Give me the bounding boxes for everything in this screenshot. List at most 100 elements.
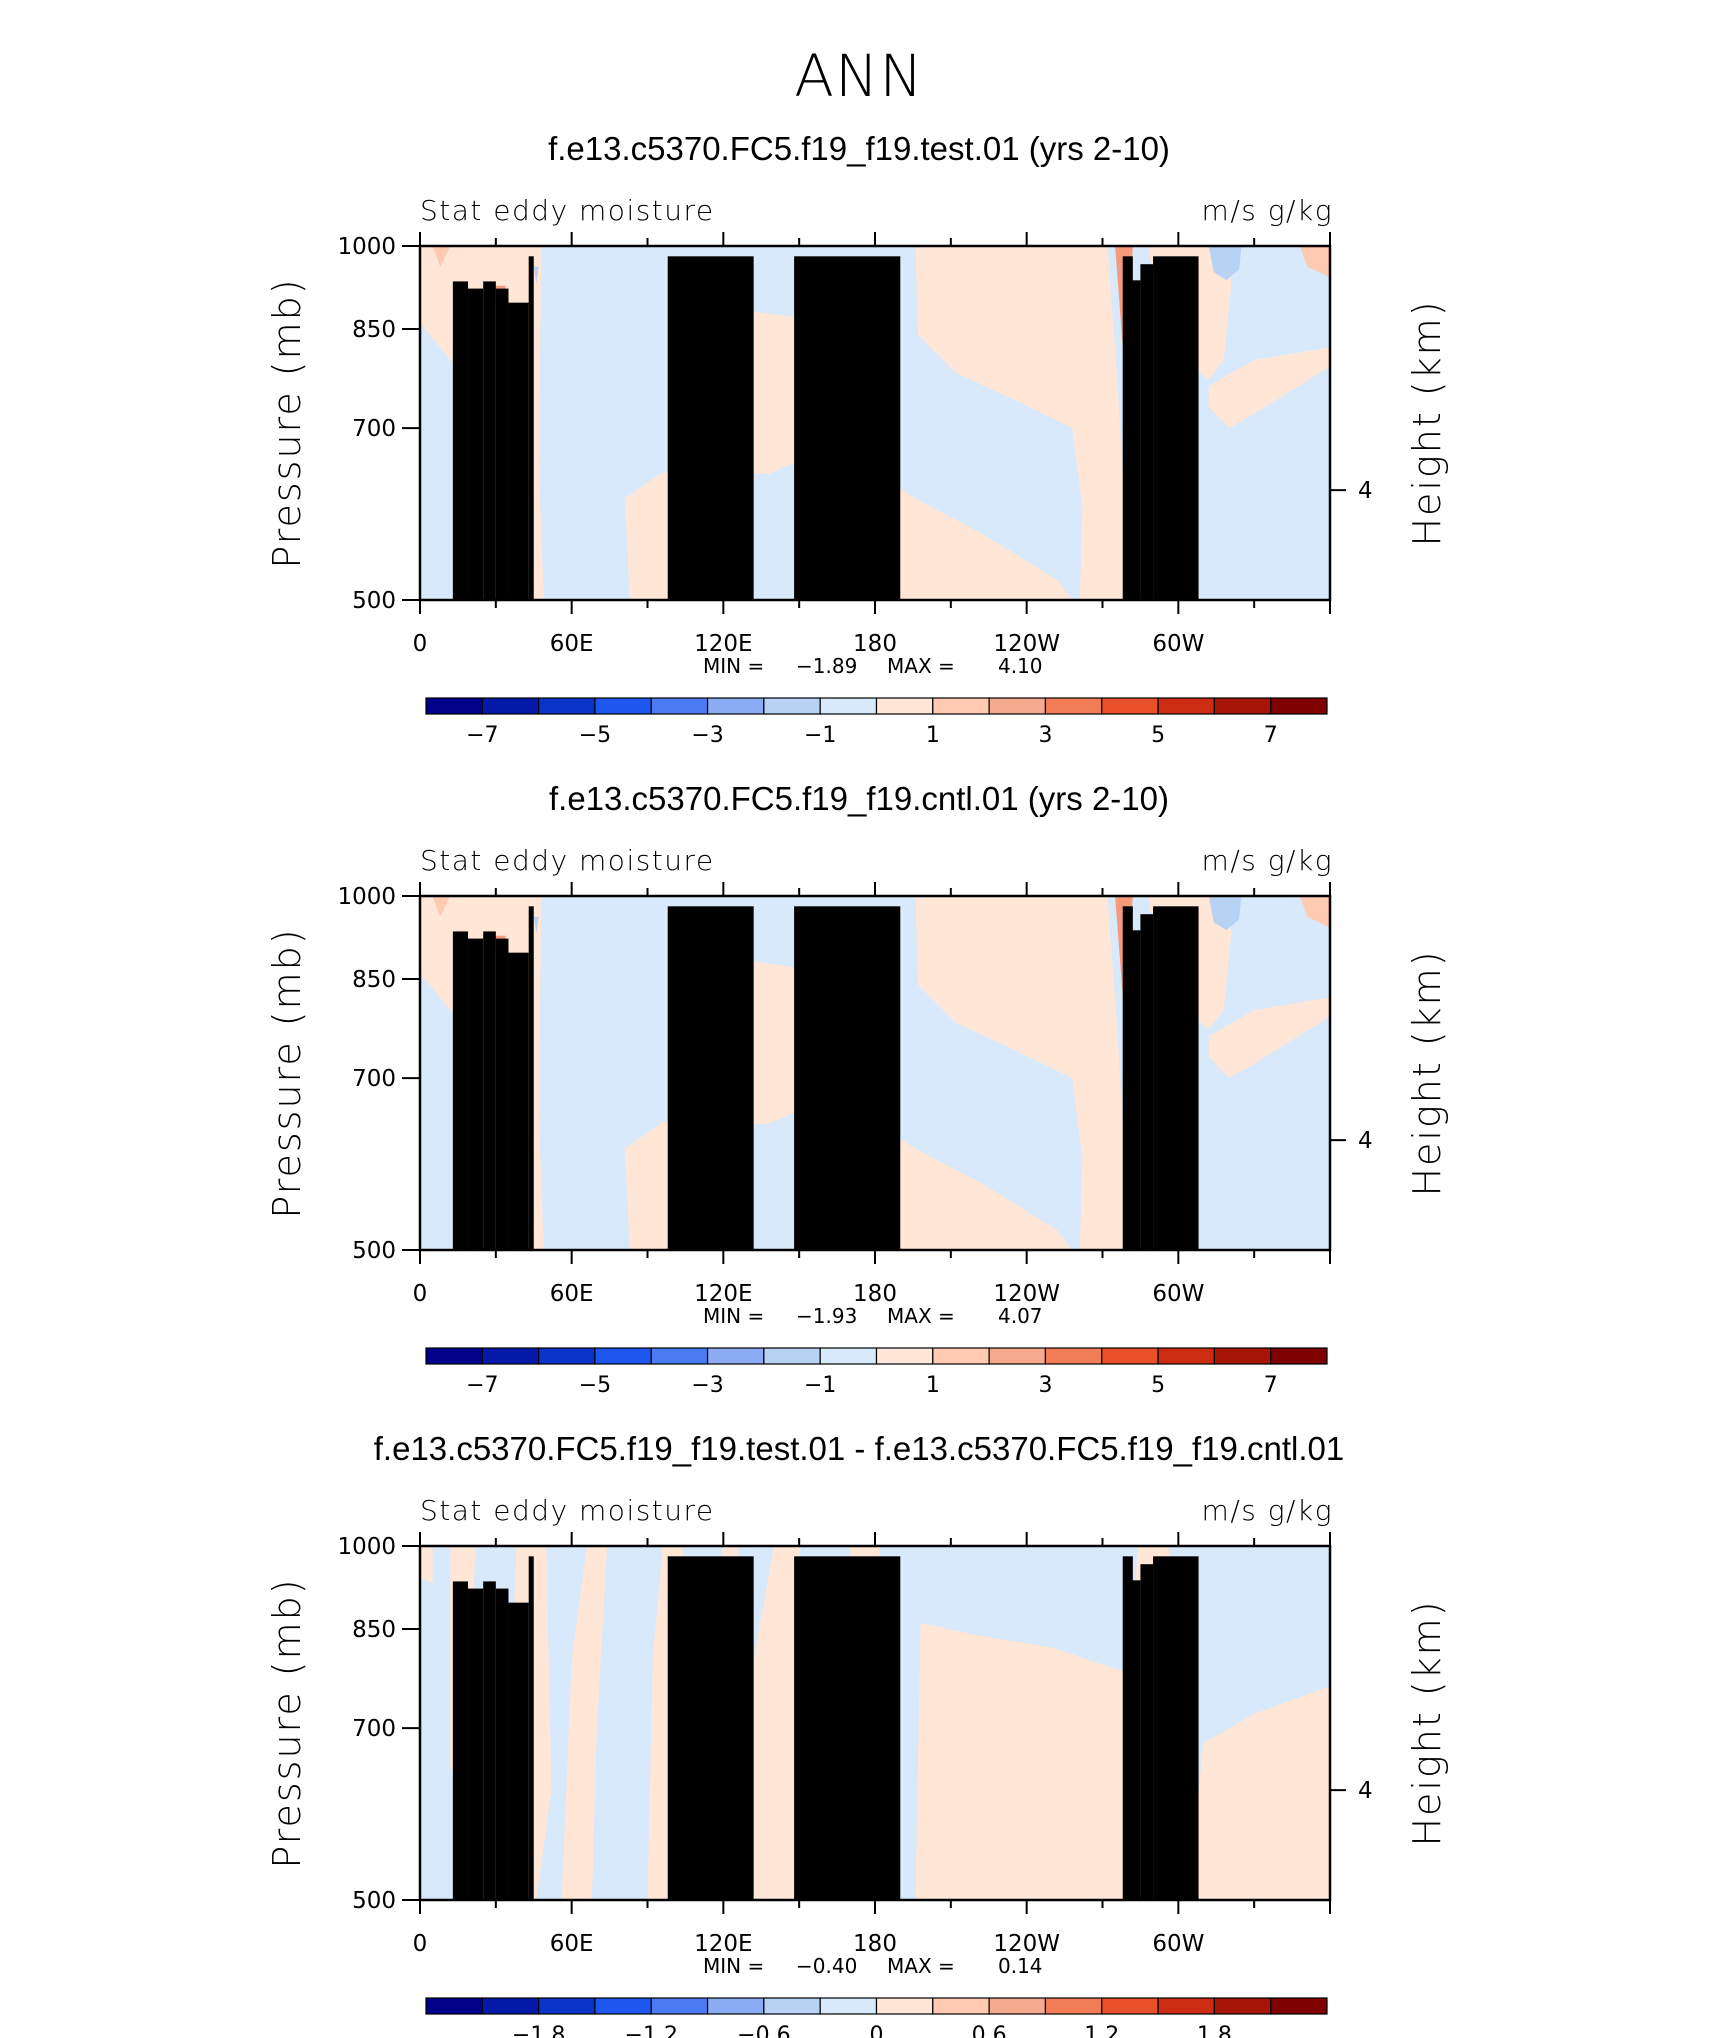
topography-block	[508, 1602, 529, 1900]
colorbar-label: 1.8	[1197, 2023, 1232, 2038]
x-tick-label: 120E	[694, 1281, 752, 1307]
x-tick-label: 180	[853, 1281, 897, 1307]
contour-region	[1299, 246, 1330, 278]
topography-block	[794, 906, 901, 1250]
topography-block	[483, 281, 496, 600]
colorbar-label: −1	[804, 723, 836, 748]
topography-block	[1153, 906, 1199, 1250]
panel-title: f.e13.c5370.FC5.f19_f19.cntl.01 (yrs 2-1…	[549, 780, 1169, 817]
topography-block	[1127, 1580, 1141, 1900]
colorbar-label: 3	[1038, 1373, 1052, 1398]
x-tick-label: 0	[413, 631, 428, 657]
y2-axis-title: Height (km)	[1405, 949, 1449, 1196]
topography-block	[1127, 930, 1141, 1250]
colorbar-cell	[594, 697, 652, 715]
colorbar-label: 3	[1038, 723, 1052, 748]
colorbar-cell	[1044, 1347, 1103, 1365]
max-value: 0.14	[998, 1954, 1043, 1978]
colorbar-label: −0.6	[737, 2023, 790, 2038]
topography-block	[1153, 256, 1199, 600]
colorbar-cell	[481, 1997, 540, 2015]
min-value: −0.40	[796, 1954, 857, 1978]
colorbar-cell	[875, 1997, 934, 2015]
topography-block	[1122, 1556, 1133, 1900]
colorbar-cell	[425, 1347, 483, 1365]
y-tick-label: 1000	[337, 884, 396, 910]
min-label: MIN =	[703, 654, 764, 678]
colorbar-label: 1.2	[1084, 2023, 1119, 2038]
colorbar-label: −7	[466, 723, 498, 748]
topography-block	[508, 952, 529, 1250]
topography-block	[468, 938, 484, 1250]
y-tick-label: 1000	[337, 1534, 396, 1560]
contour-region	[915, 896, 1133, 1250]
colorbar-cell	[1101, 1347, 1159, 1365]
topography-block	[452, 281, 469, 600]
y-axis-title: Pressure (mb)	[265, 1577, 309, 1868]
topography-block	[452, 1581, 469, 1900]
colorbar-label: −1.2	[625, 2023, 678, 2038]
topography-block	[495, 288, 509, 600]
colorbar-cell	[1157, 1997, 1215, 2015]
topography-block	[1140, 1564, 1154, 1900]
colorbar-label: −3	[691, 723, 723, 748]
colorbar-cell	[875, 697, 934, 715]
colorbar-cell	[763, 1997, 821, 2015]
max-label: MAX =	[887, 1304, 955, 1328]
contour-region	[432, 246, 451, 267]
topography-block	[1127, 280, 1141, 600]
min-label: MIN =	[703, 1304, 764, 1328]
colorbar-cell	[1270, 697, 1328, 715]
colorbar-cell	[425, 1997, 483, 2015]
panel-title: f.e13.c5370.FC5.f19_f19.test.01 (yrs 2-1…	[548, 130, 1170, 167]
contour-region	[915, 246, 1133, 600]
colorbar-label: 1	[926, 723, 940, 748]
colorbar-label: 0	[870, 2023, 884, 2038]
colorbar-label: 1	[926, 1373, 940, 1398]
colorbar-cell	[819, 1997, 878, 2015]
x-tick-label: 60W	[1152, 631, 1204, 657]
y2-axis-title: Height (km)	[1405, 1599, 1449, 1846]
colorbar-cell	[1101, 1997, 1159, 2015]
colorbar-cell	[819, 697, 878, 715]
contour-region	[420, 1546, 433, 1584]
y-tick-label: 500	[352, 1888, 396, 1914]
panel-title: f.e13.c5370.FC5.f19_f19.test.01 - f.e13.…	[374, 1430, 1344, 1467]
variable-label: Stat eddy moisture	[420, 844, 715, 877]
x-tick-label: 180	[853, 631, 897, 657]
colorbar-label: 7	[1264, 1373, 1278, 1398]
min-label: MIN =	[703, 1954, 764, 1978]
contour-region	[1208, 246, 1242, 281]
contour-region	[533, 266, 539, 284]
colorbar-cell	[1101, 697, 1159, 715]
colorbar-cell	[425, 697, 483, 715]
variable-label: Stat eddy moisture	[420, 1494, 715, 1527]
y-axis-title: Pressure (mb)	[265, 277, 309, 568]
colorbar-cell	[1270, 1997, 1328, 2015]
contour-region	[561, 1546, 608, 1900]
topography-block	[528, 906, 534, 1250]
contour-region	[915, 1623, 1179, 1900]
colorbar-cell	[594, 1347, 652, 1365]
min-value: −1.89	[796, 654, 857, 678]
topography-block	[1140, 264, 1154, 600]
colorbar-label: −3	[691, 1373, 723, 1398]
units-label: m/s g/kg	[1202, 844, 1333, 877]
colorbar-cell	[1270, 1347, 1328, 1365]
colorbar-cell	[481, 697, 540, 715]
colorbar-cell	[594, 1997, 652, 2015]
colorbar-cell	[988, 1347, 1047, 1365]
colorbar-cell	[481, 1347, 540, 1365]
colorbar-cell	[763, 697, 821, 715]
colorbar-cell	[538, 697, 596, 715]
chart-panel-2: f.e13.c5370.FC5.f19_f19.cntl.01 (yrs 2-1…	[265, 780, 1449, 1398]
colorbar-cell	[706, 1347, 765, 1365]
contour-region	[432, 896, 451, 917]
x-tick-label: 120E	[694, 1931, 752, 1957]
contour-region	[1208, 896, 1242, 931]
x-tick-label: 60E	[550, 631, 594, 657]
y-tick-label: 500	[352, 588, 396, 614]
x-tick-label: 60E	[550, 1931, 594, 1957]
colorbar-cell	[1213, 1347, 1272, 1365]
colorbar-label: −5	[579, 723, 611, 748]
